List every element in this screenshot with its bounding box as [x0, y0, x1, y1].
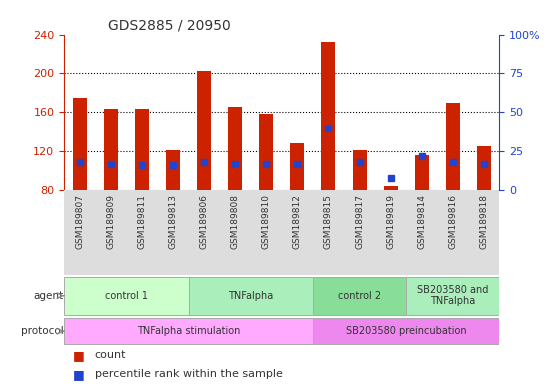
- Text: TNFalpha stimulation: TNFalpha stimulation: [137, 326, 240, 336]
- Bar: [197, 71, 211, 190]
- Bar: [383, 186, 398, 190]
- Bar: [64, 318, 313, 344]
- Bar: [313, 318, 499, 344]
- Text: SB203580 preincubation: SB203580 preincubation: [346, 326, 466, 336]
- Bar: [64, 276, 189, 315]
- Text: ■: ■: [73, 368, 85, 381]
- Text: control 2: control 2: [338, 291, 381, 301]
- Text: GSM189816: GSM189816: [448, 194, 457, 249]
- Text: TNFalpha: TNFalpha: [228, 291, 273, 301]
- Text: ■: ■: [73, 349, 85, 362]
- Bar: [135, 109, 149, 190]
- Bar: [415, 155, 429, 190]
- Text: protocol: protocol: [21, 326, 64, 336]
- Bar: [446, 103, 460, 190]
- Bar: [228, 108, 242, 190]
- Bar: [321, 42, 335, 190]
- Text: GSM189812: GSM189812: [293, 194, 302, 249]
- Bar: [104, 109, 118, 190]
- Text: GSM189818: GSM189818: [479, 194, 488, 249]
- Bar: [259, 114, 273, 190]
- Bar: [477, 146, 491, 190]
- Text: agent: agent: [33, 291, 64, 301]
- Text: control 1: control 1: [105, 291, 148, 301]
- Text: SB203580 and
TNFalpha: SB203580 and TNFalpha: [417, 285, 488, 306]
- Bar: [290, 143, 304, 190]
- Text: GSM189814: GSM189814: [417, 194, 426, 249]
- Bar: [166, 150, 180, 190]
- Text: GSM189817: GSM189817: [355, 194, 364, 249]
- Text: GSM189806: GSM189806: [200, 194, 209, 249]
- Bar: [353, 150, 367, 190]
- Text: GSM189813: GSM189813: [169, 194, 177, 249]
- Text: GSM189808: GSM189808: [230, 194, 239, 249]
- Text: GSM189810: GSM189810: [262, 194, 271, 249]
- Text: GSM189819: GSM189819: [386, 194, 395, 249]
- Text: GSM189807: GSM189807: [75, 194, 84, 249]
- Text: GSM189811: GSM189811: [137, 194, 146, 249]
- Bar: [189, 276, 313, 315]
- Text: GDS2885 / 20950: GDS2885 / 20950: [108, 18, 230, 32]
- Text: count: count: [95, 350, 126, 360]
- Text: GSM189815: GSM189815: [324, 194, 333, 249]
- Text: percentile rank within the sample: percentile rank within the sample: [95, 369, 282, 379]
- Bar: [406, 276, 499, 315]
- Bar: [73, 98, 86, 190]
- Text: GSM189809: GSM189809: [107, 194, 116, 249]
- Bar: [313, 276, 406, 315]
